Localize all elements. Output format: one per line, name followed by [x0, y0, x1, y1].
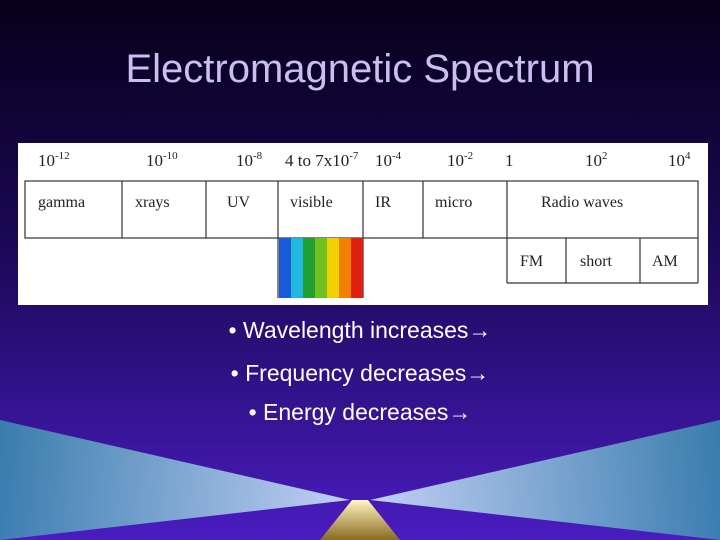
band-label: gamma — [38, 194, 85, 211]
band-label: micro — [435, 194, 472, 211]
visible-strips — [279, 238, 363, 298]
scale-exponent: 4 — [685, 150, 691, 162]
strip — [315, 238, 327, 298]
scale-label: 10-8 — [236, 150, 263, 170]
bullet-text: Frequency decreases→ — [245, 360, 489, 386]
band-label: Radio waves — [541, 194, 623, 211]
scale-base: 10 — [668, 151, 685, 170]
strip — [279, 238, 291, 298]
scale-base: 10 — [236, 151, 253, 170]
bullet-list: • Wavelength increases→• Frequency decre… — [229, 317, 492, 425]
strip — [291, 238, 303, 298]
scale-label: 10-12 — [38, 150, 70, 170]
scale-label: 10-2 — [447, 150, 473, 170]
decor-right — [370, 420, 720, 540]
bullet-marker: • — [231, 360, 245, 386]
scale-label: 104 — [668, 150, 691, 170]
bullet: • Frequency decreases→ — [231, 360, 490, 386]
bullet: • Wavelength increases→ — [229, 317, 492, 343]
scale-label: 10-10 — [146, 150, 178, 170]
scale-label: 102 — [585, 150, 608, 170]
scale-exponent: -4 — [392, 150, 402, 162]
strip — [303, 238, 315, 298]
scale-label: 10-4 — [375, 150, 402, 170]
title: Electromagnetic Spectrum — [125, 47, 594, 91]
strip — [339, 238, 351, 298]
scale-exponent: -2 — [464, 150, 473, 162]
decor-left — [0, 420, 350, 540]
scale-label: 4 to 7x10-7 — [285, 150, 359, 170]
radio-band-label: AM — [652, 253, 678, 270]
scale-base: 10 — [447, 151, 464, 170]
spectrum-diagram: 10-12 10-10 10-8 4 to 7x10-7 10-4 10-2 1 102 104… — [18, 143, 708, 305]
scale-base: 10 — [38, 151, 55, 170]
radio-band-label: FM — [520, 253, 543, 270]
scale-exponent: -8 — [253, 150, 263, 162]
scale-base: 10 — [146, 151, 163, 170]
scale-label: 1 — [505, 151, 514, 170]
band-label: IR — [375, 194, 391, 211]
bullet-text: Energy decreases→ — [263, 399, 471, 425]
scale-exponent: -12 — [55, 150, 70, 162]
strip — [351, 238, 363, 298]
bullet: • Energy decreases→ — [249, 399, 472, 425]
bullet-marker: • — [249, 399, 263, 425]
band-label: visible — [290, 194, 333, 211]
scale-base: 4 to 7x10 — [285, 151, 349, 170]
scale-base: 10 — [585, 151, 602, 170]
scale-exponent: 2 — [602, 150, 608, 162]
scale-base: 10 — [375, 151, 392, 170]
scale-exponent: -7 — [349, 150, 359, 162]
bullet-marker: • — [229, 317, 243, 343]
scale-base: 1 — [505, 151, 514, 170]
strip — [327, 238, 339, 298]
decor-road — [320, 500, 400, 540]
bullet-text: Wavelength increases→ — [243, 317, 491, 343]
radio-band-label: short — [580, 253, 613, 270]
band-label: UV — [227, 194, 251, 211]
band-label: xrays — [135, 194, 170, 211]
scale-exponent: -10 — [163, 150, 178, 162]
